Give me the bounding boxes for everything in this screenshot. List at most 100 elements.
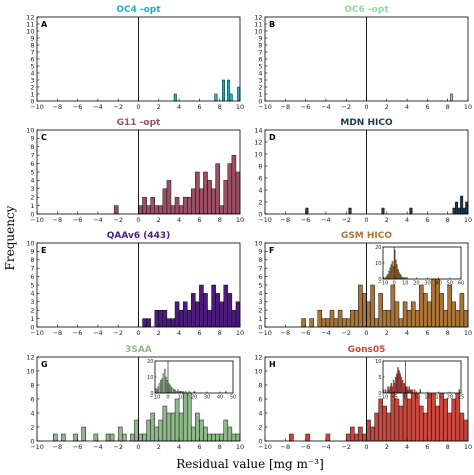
y-tick-label: 7: [258, 48, 262, 56]
y-tick-label: 2: [30, 193, 34, 201]
y-tick-label: 14: [254, 126, 262, 134]
histogram-bar: [105, 433, 111, 442]
y-tick-label: 0: [258, 437, 262, 445]
y-tick-label: 12: [254, 13, 262, 21]
histogram-bar: [203, 426, 208, 442]
x-tick-label: 50: [447, 281, 453, 287]
histogram-bar: [457, 207, 461, 215]
y-tick-label: 3: [30, 185, 34, 193]
histogram-bar: [419, 284, 424, 328]
x-tick-label: −10: [150, 395, 161, 401]
y-tick-label: 4: [258, 69, 262, 77]
histogram-bar: [130, 433, 135, 442]
x-tick-label: 8: [218, 443, 222, 451]
histogram-bar: [160, 380, 162, 394]
y-tick-label: 6: [30, 160, 34, 168]
x-tick-label: 8: [218, 103, 222, 111]
histogram-bar: [61, 433, 66, 442]
y-tick-label: 5: [30, 168, 34, 176]
panel-d: −10 −8 −6 −4 −2 0 2 4 6 8 10 0 2 4 6 8 10 12 14 MDN HICO D: [254, 118, 472, 224]
x-tick-label: 20: [413, 281, 419, 287]
histogram-bar: [459, 293, 465, 328]
x-tick-label: 10: [236, 443, 244, 451]
histogram-bar: [161, 378, 163, 394]
histogram-bar: [427, 301, 432, 328]
histogram-bar: [423, 293, 428, 328]
y-tick-label: 0: [30, 437, 34, 445]
histogram-bar: [398, 272, 400, 280]
y-tick-label: 2: [258, 306, 262, 314]
y-tick-label: 8: [258, 41, 262, 49]
histogram-bar: [408, 386, 410, 394]
histogram-bar: [333, 318, 339, 328]
histogram-bar: [402, 301, 408, 328]
histogram-bar: [402, 383, 405, 394]
panel-title: 3SAA: [125, 345, 152, 355]
histogram-bar: [345, 318, 351, 328]
histogram-bar: [396, 373, 398, 394]
histogram-bar: [199, 188, 204, 215]
histogram-bar: [439, 293, 444, 328]
histogram-bar: [394, 301, 400, 328]
x-tick-label: 20: [447, 395, 453, 401]
panel-title: GSM HICO: [341, 231, 392, 241]
histogram-bar: [389, 267, 391, 280]
x-tick-label: −6: [301, 103, 311, 111]
histogram-bar: [458, 389, 461, 394]
histogram-bar: [215, 293, 220, 328]
y-tick-label: 10: [26, 239, 34, 247]
histogram-bar: [378, 398, 383, 442]
y-tick-label: 8: [258, 381, 262, 389]
x-tick-label: −8: [281, 329, 291, 337]
histogram-bar: [231, 309, 237, 328]
x-tick-label: −10: [258, 329, 272, 337]
histogram-bar: [414, 309, 420, 328]
histogram-bar: [397, 269, 399, 280]
histogram-bar: [419, 405, 424, 442]
histogram-bar: [174, 389, 176, 394]
histogram-bar: [341, 318, 347, 328]
y-tick-label: 0: [30, 97, 34, 105]
x-tick-label: 5: [415, 395, 418, 401]
histogram-bar: [391, 261, 394, 280]
x-tick-label: 15: [436, 395, 442, 401]
y-tick-label: 8: [30, 381, 34, 389]
histogram-bar: [354, 309, 359, 328]
y-tick-label: 4: [30, 409, 34, 417]
x-tick-label: 0: [393, 281, 396, 287]
y-tick-label: 6: [258, 395, 262, 403]
x-tick-label: 10: [236, 103, 244, 111]
histogram-bar: [455, 201, 459, 215]
y-tick-label: 12: [254, 138, 262, 146]
histogram-bar: [409, 389, 411, 394]
histogram-bar: [409, 207, 413, 215]
histogram-bar: [395, 259, 397, 280]
histogram-bar: [401, 380, 404, 394]
panel-letter: E: [41, 246, 46, 255]
x-tick-label: −8: [281, 443, 291, 451]
y-tick-label: 2: [258, 198, 262, 206]
histogram-bar: [207, 180, 212, 215]
histogram-bar: [199, 419, 204, 442]
x-tick-label: 8: [446, 443, 450, 451]
x-tick-label: 10: [464, 443, 472, 451]
x-tick-label: −10: [30, 103, 44, 111]
histogram-bar: [370, 284, 375, 328]
histogram-bar: [207, 309, 212, 328]
histogram-bar: [325, 433, 331, 442]
histogram-bar: [227, 163, 233, 215]
histogram-bar: [231, 154, 237, 215]
histogram-bar: [305, 433, 310, 442]
y-tick-label: 9: [30, 34, 34, 42]
x-tick-label: −2: [341, 216, 351, 224]
histogram-bar: [358, 426, 363, 442]
histogram-bar: [174, 196, 180, 215]
histogram-bar: [195, 301, 200, 328]
histogram-bar: [162, 188, 168, 215]
y-tick-label: 10: [26, 27, 34, 35]
x-tick-label: 4: [405, 216, 409, 224]
x-tick-label: 6: [425, 329, 429, 337]
y-tick-label: 6: [30, 395, 34, 403]
x-tick-label: −2: [113, 216, 123, 224]
